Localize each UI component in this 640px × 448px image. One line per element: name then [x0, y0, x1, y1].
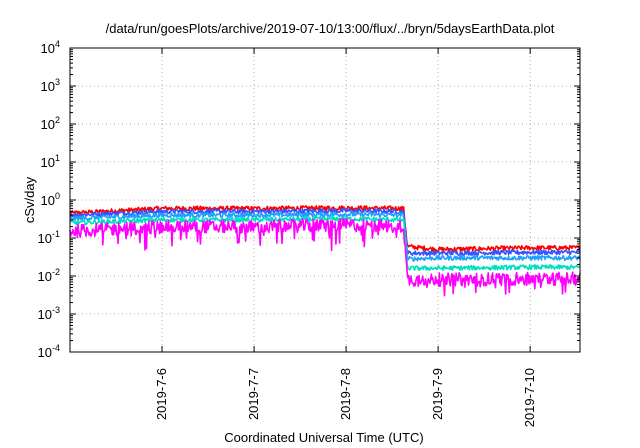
grid: [70, 48, 580, 352]
series-line: [69, 211, 581, 262]
series-line: [69, 215, 581, 272]
x-tick-label: 2019-7-6: [154, 368, 169, 420]
series-line: [69, 217, 581, 297]
x-tick-label: 2019-7-7: [246, 368, 261, 420]
series-line: [69, 207, 581, 257]
y-axis-title: cSv/day: [22, 176, 37, 223]
y-tick-label: 10-1: [38, 229, 60, 246]
y-tick-labels: 10-4 10-3 10-2 10-1 100 101 102 103 104: [38, 39, 60, 360]
x-tick-label: 2019-7-10: [522, 368, 537, 427]
series-layer: [69, 205, 581, 297]
y-tick-label: 101: [41, 153, 60, 170]
ticks: [70, 47, 580, 353]
series-line: [69, 205, 581, 253]
x-tick-labels: 2019-7-6 2019-7-7 2019-7-8 2019-7-9 2019-7-1…: [154, 368, 537, 427]
y-tick-label: 104: [41, 39, 60, 56]
y-tick-label: 10-3: [38, 305, 60, 322]
chart-title: /data/run/goesPlots/archive/2019-07-10/1…: [106, 21, 555, 36]
y-tick-label: 100: [41, 191, 60, 208]
y-tick-label: 10-2: [38, 267, 60, 284]
y-tick-label: 103: [41, 77, 60, 94]
x-tick-label: 2019-7-9: [430, 368, 445, 420]
y-tick-label: 10-4: [38, 343, 60, 360]
y-tick-label: 102: [41, 115, 60, 132]
x-tick-label: 2019-7-8: [338, 368, 353, 420]
x-axis-title: Coordinated Universal Time (UTC): [224, 430, 423, 445]
